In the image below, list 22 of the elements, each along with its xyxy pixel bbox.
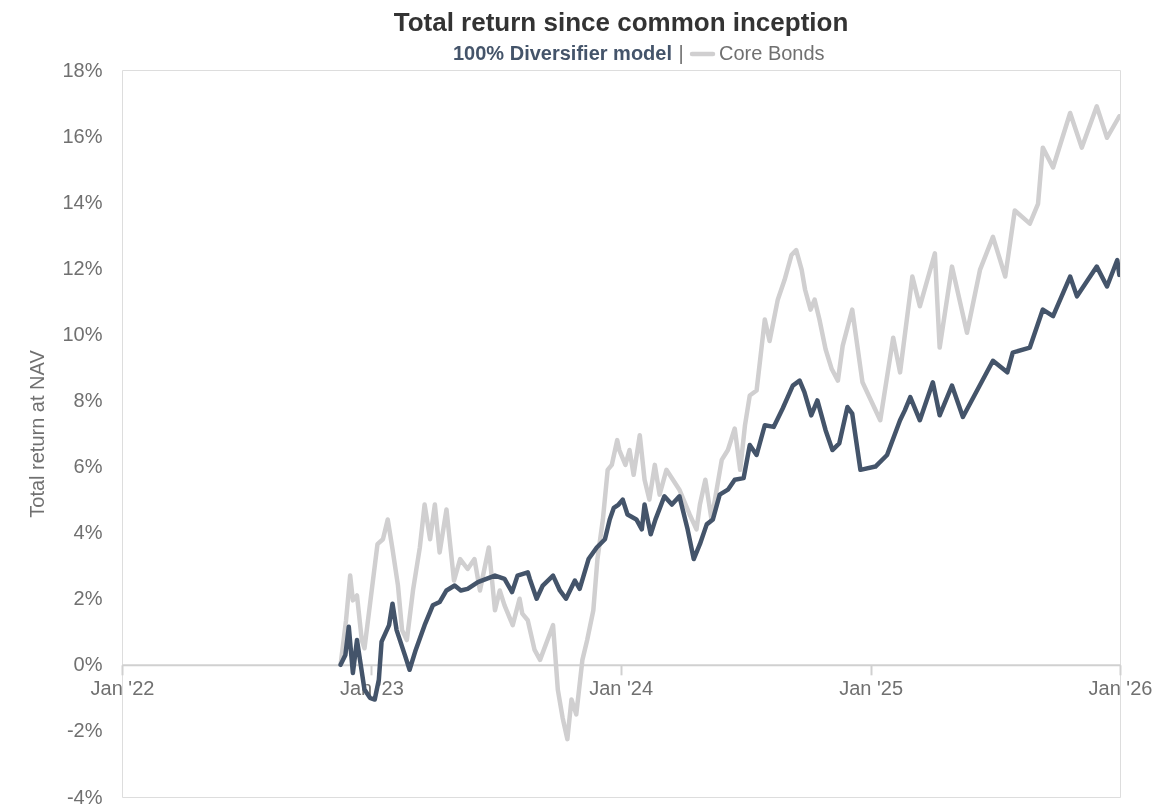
y-tick-label: 6% bbox=[73, 455, 103, 478]
y-tick-label: 12% bbox=[62, 256, 103, 279]
x-tick-label: Jan '25 bbox=[839, 677, 904, 700]
text: 100% Diversifier model bbox=[453, 42, 672, 64]
y-tick-label: 10% bbox=[62, 322, 103, 345]
y-tick-label: 8% bbox=[73, 388, 103, 411]
line-series bbox=[338, 257, 1120, 702]
y-tick-label: 0% bbox=[73, 653, 103, 676]
x-tick-label: Jan '22 bbox=[90, 677, 155, 700]
y-tick-label: 18% bbox=[62, 58, 103, 81]
x-tick-label: Jan '24 bbox=[589, 677, 654, 700]
chart-subtitle: | bbox=[678, 42, 684, 64]
y-axis-title: Total return at NAV bbox=[26, 349, 49, 518]
y-tick-label: 4% bbox=[73, 521, 103, 544]
y-tick-label: 2% bbox=[73, 587, 103, 610]
y-tick-label: -2% bbox=[66, 719, 103, 742]
legend-label: Core Bonds bbox=[719, 42, 825, 64]
y-tick-label: -4% bbox=[66, 785, 103, 808]
chart-title: Total return since common inception bbox=[393, 7, 849, 37]
y-tick-label: 14% bbox=[62, 190, 103, 213]
y-tick-label: 16% bbox=[62, 124, 103, 147]
x-tick-label: Jan '26 bbox=[1088, 677, 1153, 700]
